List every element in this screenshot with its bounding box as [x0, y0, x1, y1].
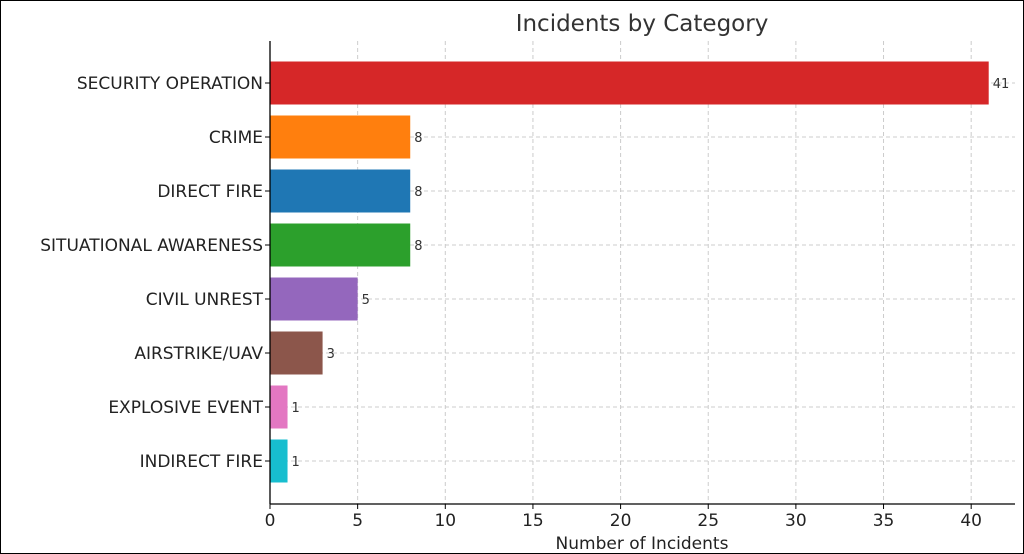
x-tick-label: 5: [352, 511, 363, 531]
bar: [270, 223, 411, 267]
data-label: 5: [362, 293, 370, 308]
data-label: 1: [292, 401, 300, 416]
x-tick-label: 30: [785, 511, 807, 531]
bar: [270, 277, 358, 321]
category-label: CRIME: [209, 128, 263, 148]
x-tick-label: 0: [265, 511, 276, 531]
bar: [270, 61, 989, 105]
data-label: 8: [414, 239, 422, 254]
data-label: 1: [292, 455, 300, 470]
labels-layer: SECURITY OPERATION 41 CRIME 8 DIRECT FIRE 8 SI…: [40, 74, 1009, 472]
category-label: CIVIL UNREST: [146, 290, 264, 310]
data-label: 3: [327, 347, 335, 362]
bar: [270, 169, 411, 213]
data-label: 8: [414, 185, 422, 200]
bar: [270, 385, 288, 429]
x-tick-label: 15: [522, 511, 544, 531]
category-label: DIRECT FIRE: [157, 182, 263, 202]
bar: [270, 439, 288, 483]
data-label: 41: [993, 77, 1010, 92]
x-tick-label: 10: [434, 511, 456, 531]
ticks-layer: 0 5 10 15 20 25 30 35 40: [265, 82, 982, 531]
x-tick-label: 25: [697, 511, 719, 531]
category-label: EXPLOSIVE EVENT: [108, 398, 263, 418]
category-label: INDIRECT FIRE: [140, 452, 263, 472]
bar: [270, 115, 411, 159]
x-tick-label: 40: [960, 511, 982, 531]
category-label: SITUATIONAL AWARENESS: [40, 236, 263, 256]
category-label: SECURITY OPERATION: [77, 74, 263, 94]
chart-title: Incidents by Category: [516, 11, 769, 37]
bar: [270, 331, 323, 375]
bars-layer: [270, 61, 989, 483]
x-tick-label: 35: [873, 511, 895, 531]
data-label: 8: [414, 131, 422, 146]
x-tick-label: 20: [610, 511, 632, 531]
x-axis-title: Number of Incidents: [556, 534, 729, 553]
category-label: AIRSTRIKE/UAV: [134, 344, 263, 364]
grid-layer: [269, 41, 1015, 504]
